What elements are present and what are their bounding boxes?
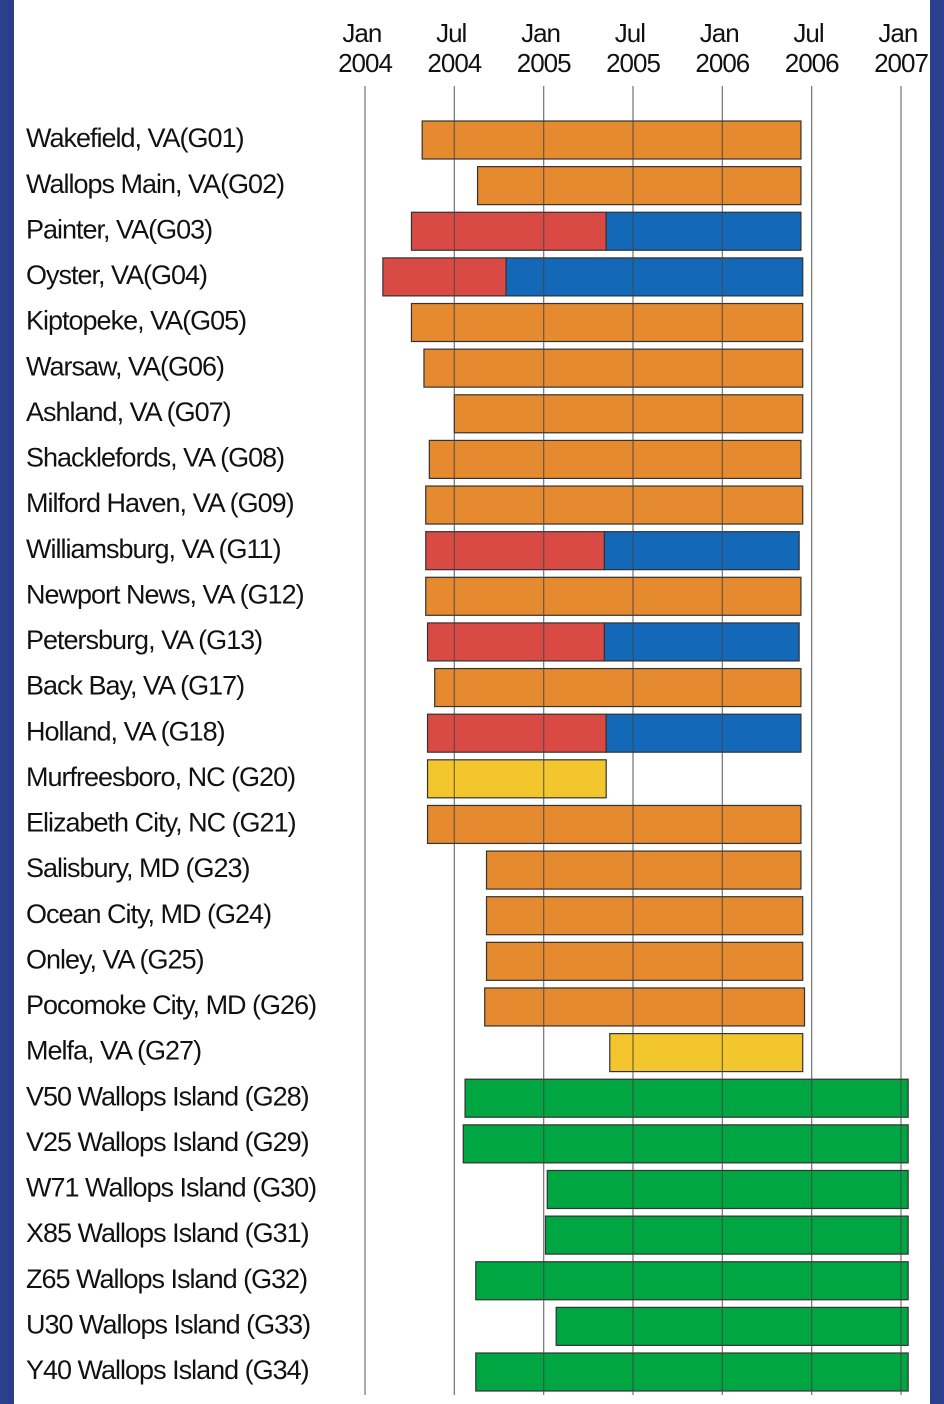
row-label: Melfa, VA (G27)	[26, 1036, 201, 1066]
bar	[426, 713, 607, 753]
row-label: W71 Wallops Island (G30)	[26, 1173, 316, 1203]
bar	[423, 348, 804, 388]
bar	[475, 1261, 909, 1301]
bar	[425, 576, 802, 616]
bar	[605, 713, 802, 753]
row-label: Warsaw, VA(G06)	[26, 351, 224, 381]
row-label: Wallops Main, VA(G02)	[26, 169, 284, 199]
bar	[464, 1078, 909, 1118]
x-tick-label: Jan 2005	[517, 18, 571, 78]
row-label: Williamsburg, VA (G11)	[26, 534, 281, 564]
bar	[410, 302, 804, 343]
row-label: Ashland, VA (G07)	[26, 397, 231, 427]
bar	[428, 439, 802, 480]
bar	[485, 896, 804, 936]
bar	[425, 531, 606, 571]
row-label: V25 Wallops Island (G29)	[26, 1127, 309, 1157]
bar	[609, 1032, 804, 1073]
bar	[410, 211, 607, 251]
bar	[453, 394, 804, 434]
row-label: Elizabeth City, NC (G21)	[26, 808, 296, 838]
bar	[425, 485, 804, 525]
row-label: Oyster, VA(G04)	[26, 260, 207, 290]
row-label: U30 Wallops Island (G33)	[26, 1309, 310, 1339]
row-label: Onley, VA (G25)	[26, 944, 204, 974]
row-label: Back Bay, VA (G17)	[26, 671, 244, 701]
bar	[546, 1169, 909, 1210]
bar	[382, 257, 507, 297]
row-label: Pocomoke City, MD (G26)	[26, 990, 316, 1020]
row-label: Z65 Wallops Island (G32)	[26, 1264, 307, 1294]
bar	[475, 1352, 909, 1392]
row-label: Y40 Wallops Island (G34)	[26, 1355, 309, 1385]
bar	[426, 759, 607, 799]
bar	[434, 667, 802, 708]
bar	[421, 120, 802, 160]
x-tick-label: Jul 2004	[427, 18, 481, 78]
x-tick-label: Jul 2006	[785, 18, 839, 78]
bar	[603, 531, 800, 571]
bar	[476, 166, 802, 206]
row-label: Salisbury, MD (G23)	[26, 853, 250, 883]
bar	[505, 257, 804, 297]
row-label: V50 Wallops Island (G28)	[26, 1081, 309, 1111]
row-label: Petersburg, VA (G13)	[26, 625, 262, 655]
x-tick-label: Jul 2005	[606, 18, 660, 78]
row-label: Painter, VA(G03)	[26, 214, 212, 244]
bar	[426, 622, 606, 662]
row-label: Kiptopeke, VA(G05)	[26, 306, 246, 336]
x-tick-label: Jan 2006	[695, 18, 749, 78]
bar	[544, 1215, 909, 1255]
bar	[605, 211, 802, 251]
row-label: Newport News, VA (G12)	[26, 579, 304, 609]
bar	[485, 941, 804, 981]
row-label: Murfreesboro, NC (G20)	[26, 762, 295, 792]
row-label: Shacklefords, VA (G08)	[26, 443, 284, 473]
bar	[462, 1124, 909, 1164]
bar	[484, 987, 806, 1027]
row-label: Holland, VA (G18)	[26, 716, 225, 746]
row-label: X85 Wallops Island (G31)	[26, 1218, 309, 1248]
bar	[555, 1306, 909, 1346]
row-label: Wakefield, VA(G01)	[26, 123, 244, 153]
row-label: Ocean City, MD (G24)	[26, 899, 271, 929]
x-tick-label: Jan 2004	[338, 18, 392, 78]
bar	[485, 850, 802, 890]
x-tick-label: Jan 2007	[874, 18, 928, 78]
row-label: Milford Haven, VA (G09)	[26, 488, 294, 518]
bar	[603, 622, 800, 662]
bar	[426, 804, 802, 845]
